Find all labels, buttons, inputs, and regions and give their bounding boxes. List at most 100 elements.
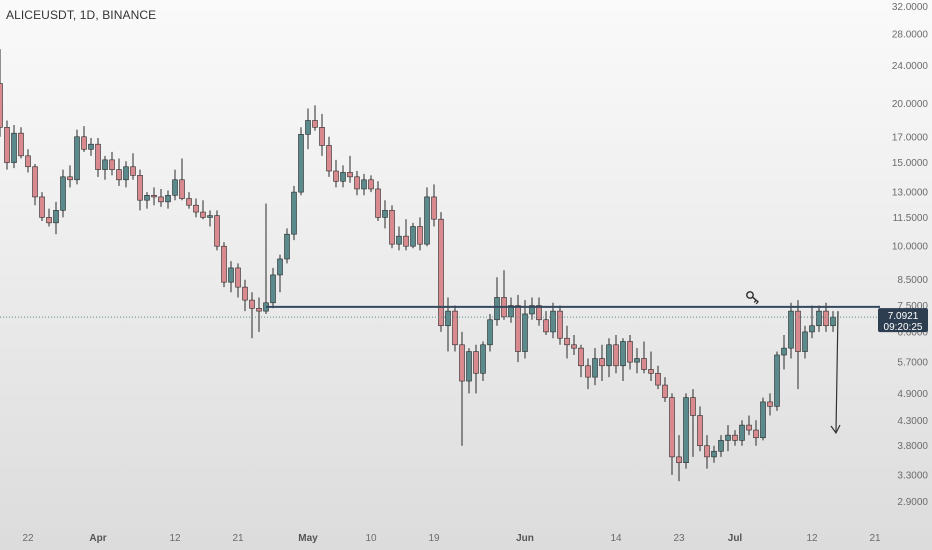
- candle-body-down: [536, 305, 542, 321]
- candle: [81, 126, 87, 152]
- candle-body-down: [137, 175, 143, 201]
- candle-body-down: [235, 267, 241, 288]
- candle: [592, 348, 598, 386]
- candle-body-down: [0, 83, 3, 128]
- time-tick-label: 19: [428, 533, 440, 544]
- time-tick-label: May: [298, 533, 318, 544]
- candle: [816, 305, 822, 332]
- candle: [725, 425, 731, 452]
- price-tick-label: 20.0000: [892, 99, 929, 110]
- candle-body-down: [46, 217, 52, 224]
- candle: [501, 270, 507, 320]
- candle: [431, 184, 437, 227]
- price-tick-label: 4.3000: [897, 416, 928, 427]
- candle-body-up: [809, 325, 815, 333]
- time-axis[interactable]: 22 Apr 12 21 May 10 19 Jun 14 23 Jul 12 21: [22, 533, 881, 544]
- candle-body-up: [606, 344, 612, 367]
- candle: [641, 341, 647, 374]
- candle: [25, 149, 31, 173]
- candle-body-up: [53, 210, 59, 224]
- price-tick-label: 32.0000: [892, 2, 929, 13]
- candle-body-down: [179, 179, 185, 199]
- candle-body-up: [340, 172, 346, 182]
- candle-body-down: [599, 358, 605, 367]
- candle: [830, 311, 836, 332]
- candle-countdown: 09:20:25: [884, 322, 923, 333]
- price-tick-label: 28.0000: [892, 29, 929, 40]
- candle-body-up: [718, 440, 724, 452]
- drawings-layer: [0, 291, 880, 435]
- time-tick-label: Jun: [516, 533, 534, 544]
- candle-body-up: [172, 179, 178, 196]
- candle-body-down: [648, 369, 654, 374]
- candle: [214, 210, 220, 251]
- candle: [795, 300, 801, 390]
- candle: [340, 165, 346, 188]
- candle-body-down: [753, 429, 759, 439]
- candle-body-up: [788, 310, 794, 349]
- candle: [781, 335, 787, 370]
- candle-body-up: [298, 134, 304, 193]
- current-price-value: 7.0921: [888, 311, 919, 322]
- candle: [0, 49, 3, 137]
- candle-body-down: [95, 143, 101, 170]
- candle-body-down: [214, 215, 220, 247]
- time-tick-label: 21: [869, 533, 881, 544]
- candle: [158, 188, 164, 207]
- candle: [284, 228, 290, 264]
- candle-body-up: [305, 120, 311, 135]
- candle-body-down: [515, 305, 521, 352]
- candle: [459, 331, 465, 446]
- price-tick-label: 11.5000: [893, 213, 929, 224]
- candle: [277, 254, 283, 293]
- candle: [333, 159, 339, 188]
- candle-body-up: [494, 297, 500, 321]
- candle: [550, 302, 556, 339]
- price-tick-label: 8.5000: [897, 275, 928, 286]
- candle: [410, 222, 416, 249]
- candle-body-down: [452, 310, 458, 346]
- candle: [18, 127, 24, 159]
- candle-body-up: [361, 179, 367, 190]
- candle-body-up: [123, 166, 129, 181]
- candle: [179, 158, 185, 201]
- candle-body-up: [529, 305, 535, 315]
- candle-body-down: [564, 337, 570, 346]
- candle: [438, 212, 444, 332]
- candle-body-up: [683, 397, 689, 464]
- candle: [543, 311, 549, 336]
- candle: [221, 242, 227, 288]
- candle: [571, 335, 577, 356]
- candle: [88, 138, 94, 156]
- candle: [60, 169, 66, 218]
- candle-body-down: [585, 365, 591, 378]
- candle: [375, 181, 381, 222]
- candle-body-down: [690, 397, 696, 416]
- candle: [697, 406, 703, 452]
- candle: [116, 158, 122, 186]
- candle: [753, 420, 759, 446]
- candle-body-up: [284, 233, 290, 260]
- candle: [109, 151, 115, 176]
- candle: [627, 335, 633, 370]
- candle: [319, 113, 325, 156]
- candle-body-down: [613, 344, 619, 367]
- time-tick-label: 22: [22, 533, 34, 544]
- arrow-head-icon: [830, 424, 841, 435]
- candle: [368, 175, 374, 193]
- candle-body-up: [277, 258, 283, 276]
- candle-body-down: [368, 179, 374, 190]
- candle-body-down: [186, 198, 192, 206]
- price-axis[interactable]: 32.0000 28.0000 24.0000 20.0000 17.0000 15.00…: [892, 2, 929, 508]
- time-tick-label: 12: [806, 533, 818, 544]
- candle: [354, 171, 360, 196]
- candle-body-down: [151, 195, 157, 198]
- candle-body-up: [207, 215, 213, 218]
- candle: [606, 338, 612, 378]
- candle: [193, 198, 199, 218]
- candle: [445, 297, 451, 352]
- candle-body-down: [459, 344, 465, 382]
